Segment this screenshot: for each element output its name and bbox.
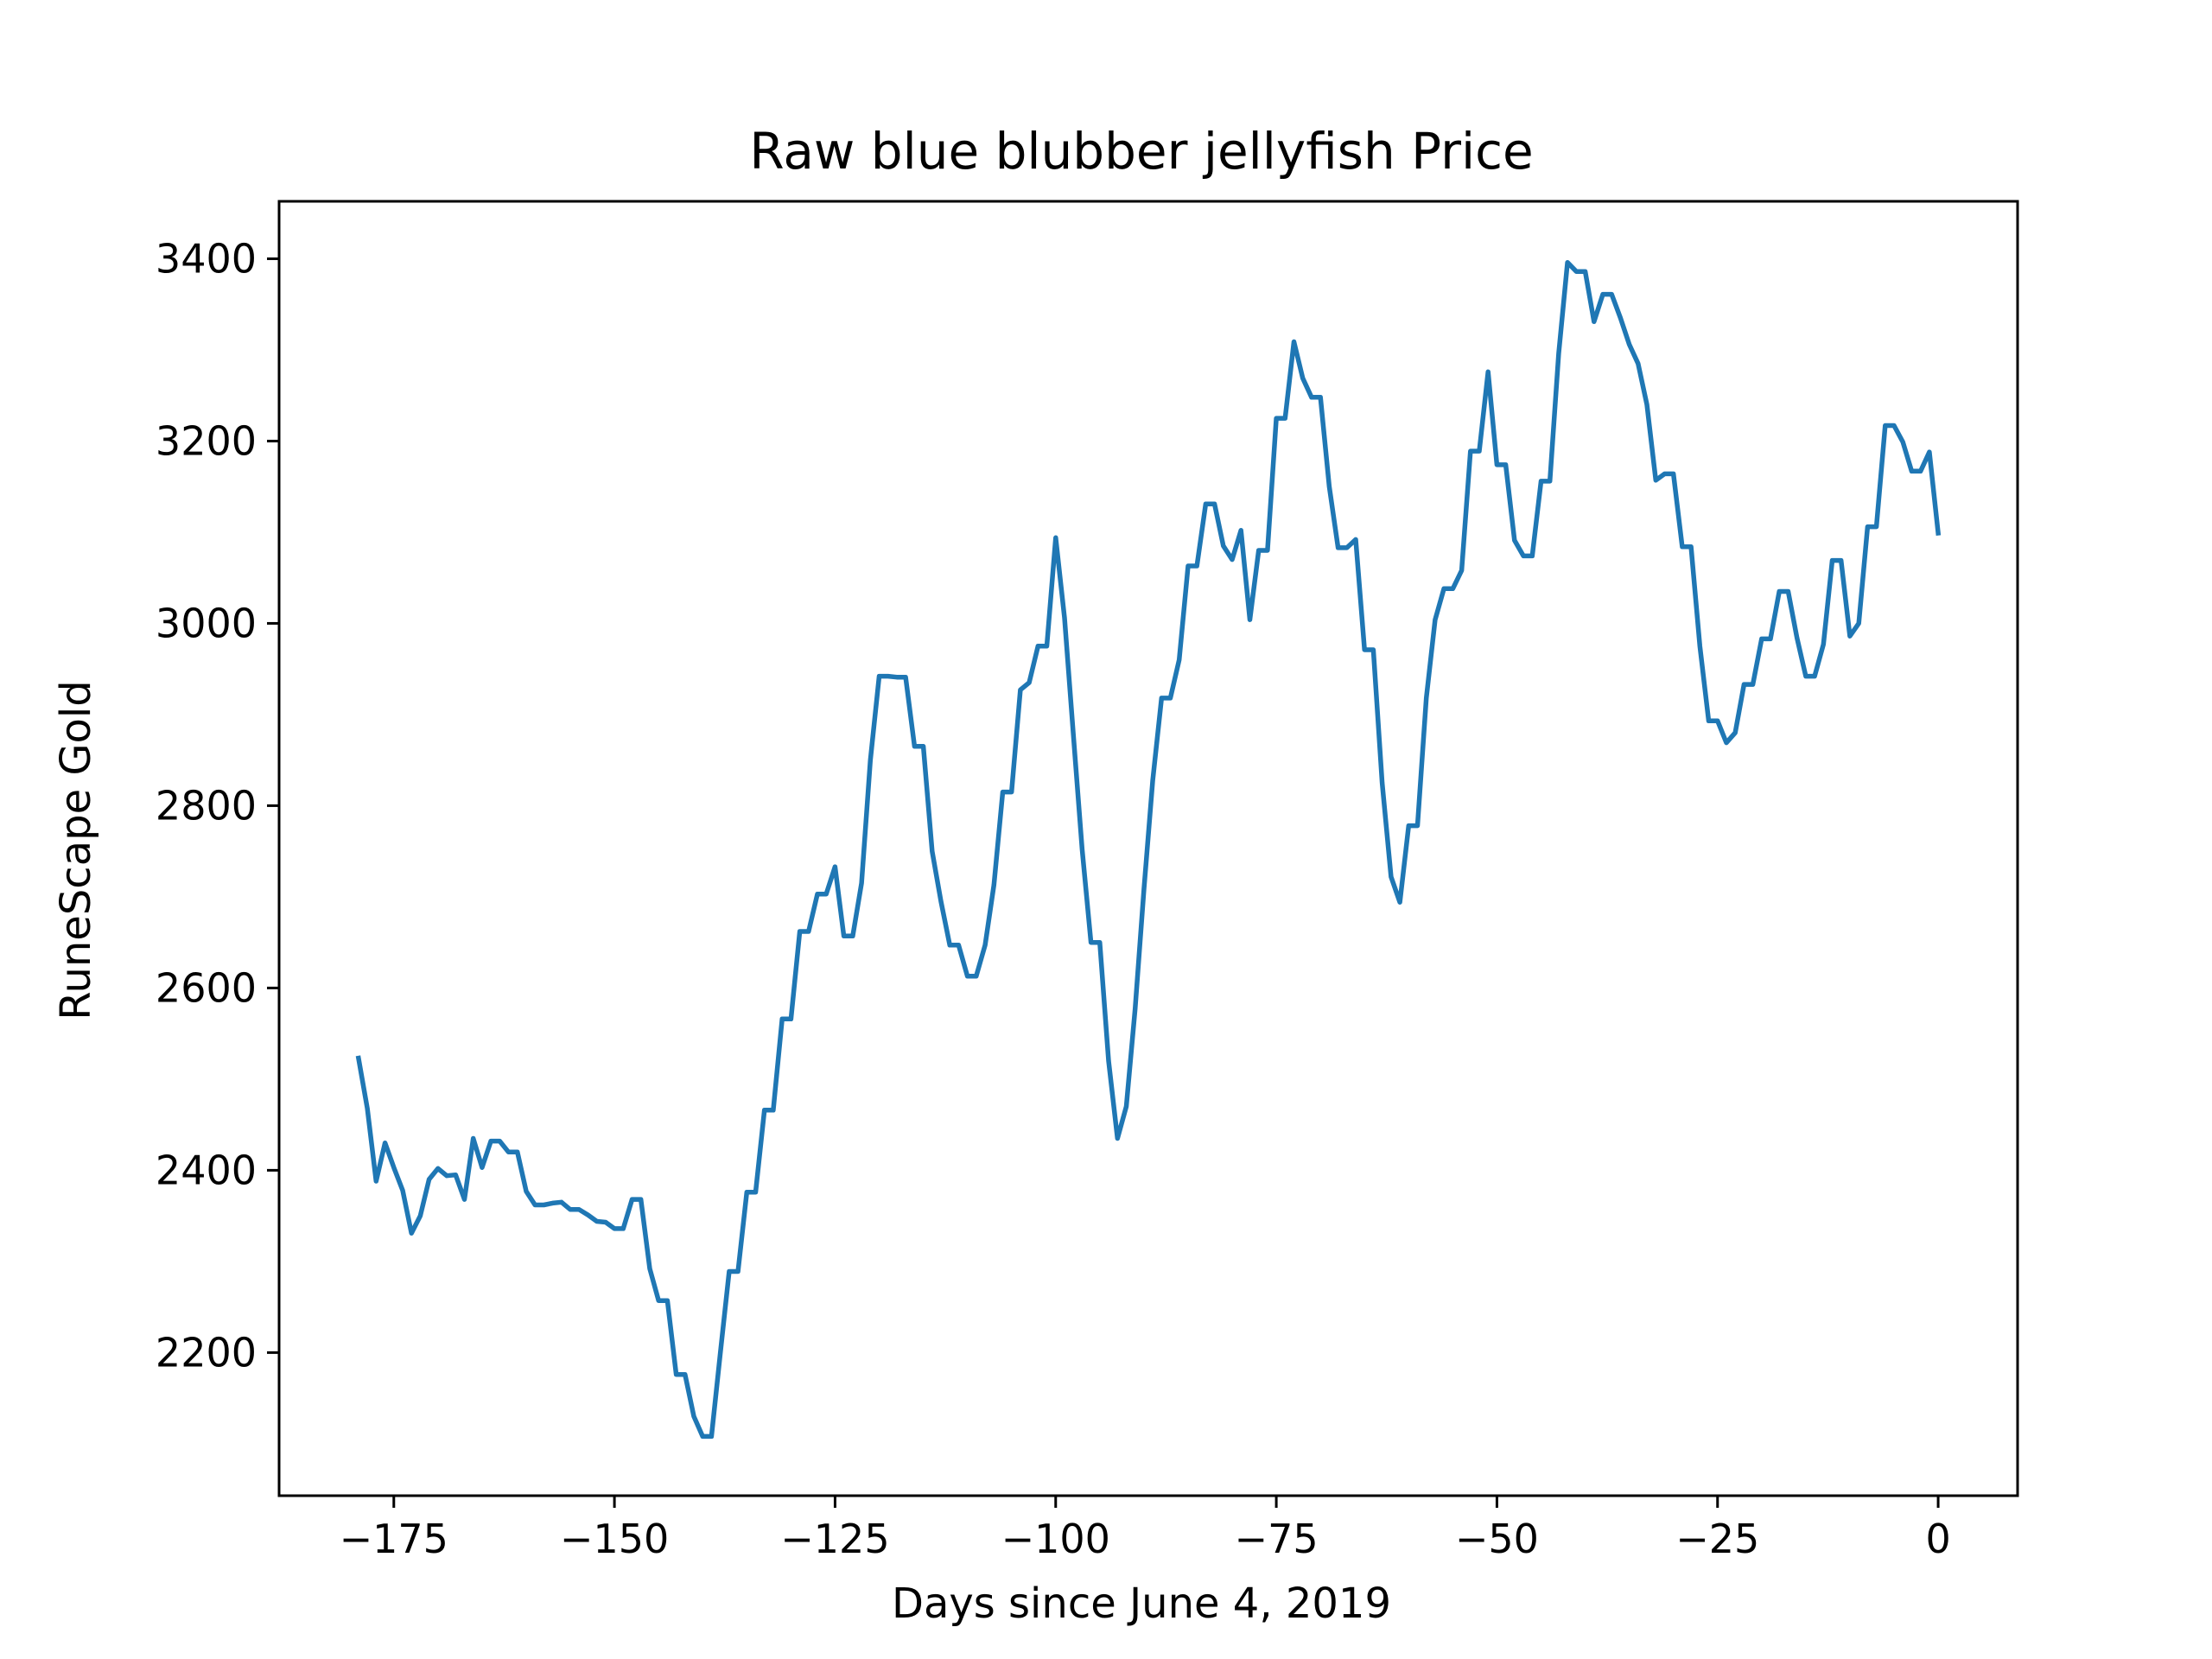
x-tick-label: −25 — [1675, 1516, 1759, 1562]
y-tick-label: 3400 — [156, 235, 257, 282]
x-axis-label: Days since June 4, 2019 — [892, 1580, 1391, 1628]
y-tick-label: 2600 — [156, 964, 257, 1011]
price-line-series — [355, 259, 1942, 1440]
y-tick-label: 2200 — [156, 1329, 257, 1376]
y-tick-label: 3000 — [156, 600, 257, 646]
y-tick-label: 2400 — [156, 1147, 257, 1193]
x-tick-label: −125 — [780, 1516, 889, 1562]
plot-area — [277, 200, 2019, 1497]
x-tick-label: −100 — [1001, 1516, 1110, 1562]
x-tick-label: −150 — [560, 1516, 669, 1562]
y-axis-ticks: 2200 2400 2600 2800 3000 3200 3400 — [156, 235, 279, 1376]
y-axis-label: RuneScape Gold — [52, 680, 100, 1020]
y-tick-label: 3200 — [156, 417, 257, 464]
x-tick-label: −75 — [1235, 1516, 1319, 1562]
axes-frame — [277, 200, 2019, 1497]
x-tick-label: 0 — [1925, 1516, 1950, 1562]
y-tick-label: 2800 — [156, 782, 257, 829]
x-tick-label: −50 — [1455, 1516, 1539, 1562]
x-axis-ticks: −175 −150 −125 −100 −75 −50 −25 0 — [340, 1496, 1951, 1562]
x-tick-label: −175 — [340, 1516, 448, 1562]
chart-title: Raw blue blubber jellyfish Price — [749, 122, 1533, 181]
